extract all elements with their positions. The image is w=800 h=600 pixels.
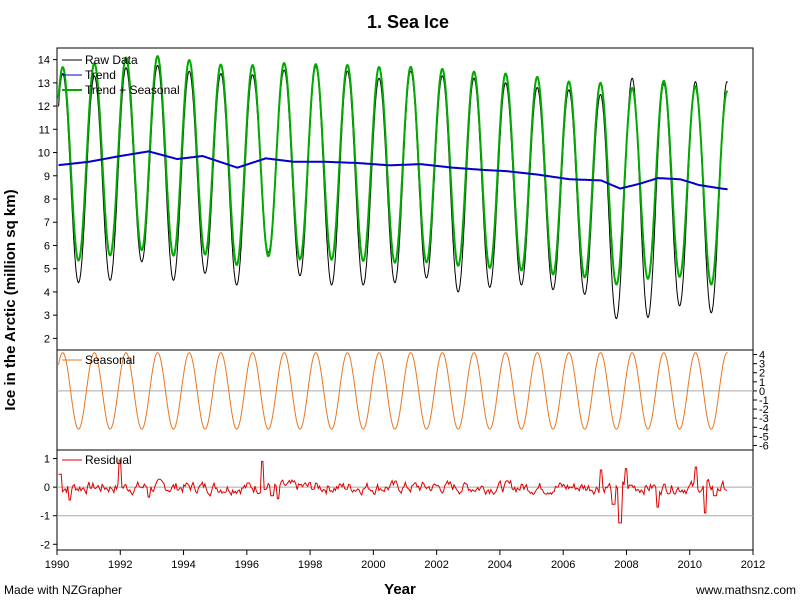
legend-label-raw-data: Raw Data [85,53,138,67]
main-y-tick-label: 8 [44,194,50,206]
y-axis-title: Ice in the Arctic (million sq km) [2,189,19,410]
seasonal-y-tick-label: -3 [759,413,769,425]
x-axis-title: Year [384,581,416,598]
legend-label-trend: Trend [85,68,116,82]
residual-y-tick-label: -1 [40,511,50,523]
seasonal-y-tick-label: 2 [759,368,765,380]
footer-website: www.mathsnz.com [695,583,796,597]
series-raw-data-line [58,65,728,320]
x-tick-label: 2000 [361,559,385,571]
legend-label-trend-seasonal: Trend + Seasonal [85,83,180,97]
x-tick-label: 1992 [108,559,132,571]
residual-panel-frame [56,449,754,551]
x-tick-label: 2004 [488,559,512,571]
main-y-tick-label: 14 [38,55,50,67]
residual-y-tick-label: 0 [44,482,50,494]
series-trend-seasonal-line [57,55,729,286]
x-tick-label: 2008 [614,559,638,571]
main-y-tick-label: 4 [44,287,50,299]
footer-credit: Made with NZGrapher [4,583,122,597]
x-axis: 1990 1992 1994 1996 1998 2000 2002 2004 2006 2008… [45,550,765,571]
main-y-tick-label: 3 [44,310,50,322]
main-plot-area [57,55,729,320]
residual-panel: 1 0 -1 -2 Residual [40,449,754,551]
main-y-tick-label: 5 [44,264,50,276]
series-trend-line [58,150,728,191]
main-panel: 2 3 4 5 6 7 8 9 10 11 12 13 14 Raw Data Trend Trend … [38,47,754,351]
x-tick-label: 1996 [235,559,259,571]
main-y-tick-label: 9 [44,171,50,183]
main-y-tick-label: 2 [44,333,50,345]
x-tick-label: 2002 [424,559,448,571]
main-y-tick-label: 11 [39,124,50,136]
seasonal-y-tick-label: -5 [759,431,769,443]
x-tick-label: 2010 [677,559,701,571]
main-y-tick-label: 10 [38,148,50,160]
legend-label-residual: Residual [85,453,132,467]
seasonal-y-tick-label: -2 [759,404,769,416]
seasonal-y-tick-label: 3 [759,359,765,371]
seasonal-y-tick-label: -6 [759,440,769,452]
series-seasonal-line [58,352,728,430]
residual-plot-area [57,459,753,524]
residual-y-tick-label: -2 [40,539,50,551]
series-residual-line [58,459,728,524]
chart-title: 1. Sea Ice [367,12,449,32]
seasonal-y-tick-label: -4 [759,422,769,434]
residual-y-axis: 1 0 -1 -2 [40,454,57,551]
seasonal-y-tick-label: -1 [759,395,769,407]
main-y-tick-label: 12 [38,101,50,113]
residual-y-tick-label: 1 [44,454,50,466]
x-tick-label: 1990 [45,559,69,571]
main-legend: Raw Data Trend Trend + Seasonal [62,53,180,97]
x-tick-label: 2012 [741,559,765,571]
seasonal-plot-area [57,352,753,430]
legend-label-seasonal: Seasonal [85,353,135,367]
seasonal-y-tick-label: 4 [759,350,765,362]
seasonal-y-tick-label: 0 [759,386,765,398]
x-tick-label: 1998 [298,559,322,571]
seasonal-y-tick-label: 1 [759,377,765,389]
main-y-tick-label: 13 [38,78,50,90]
x-tick-label: 2006 [551,559,575,571]
main-y-axis: 2 3 4 5 6 7 8 9 10 11 12 13 14 [38,55,57,345]
main-y-tick-label: 6 [44,240,50,252]
x-tick-label: 1994 [171,559,195,571]
main-y-tick-label: 7 [44,217,50,229]
